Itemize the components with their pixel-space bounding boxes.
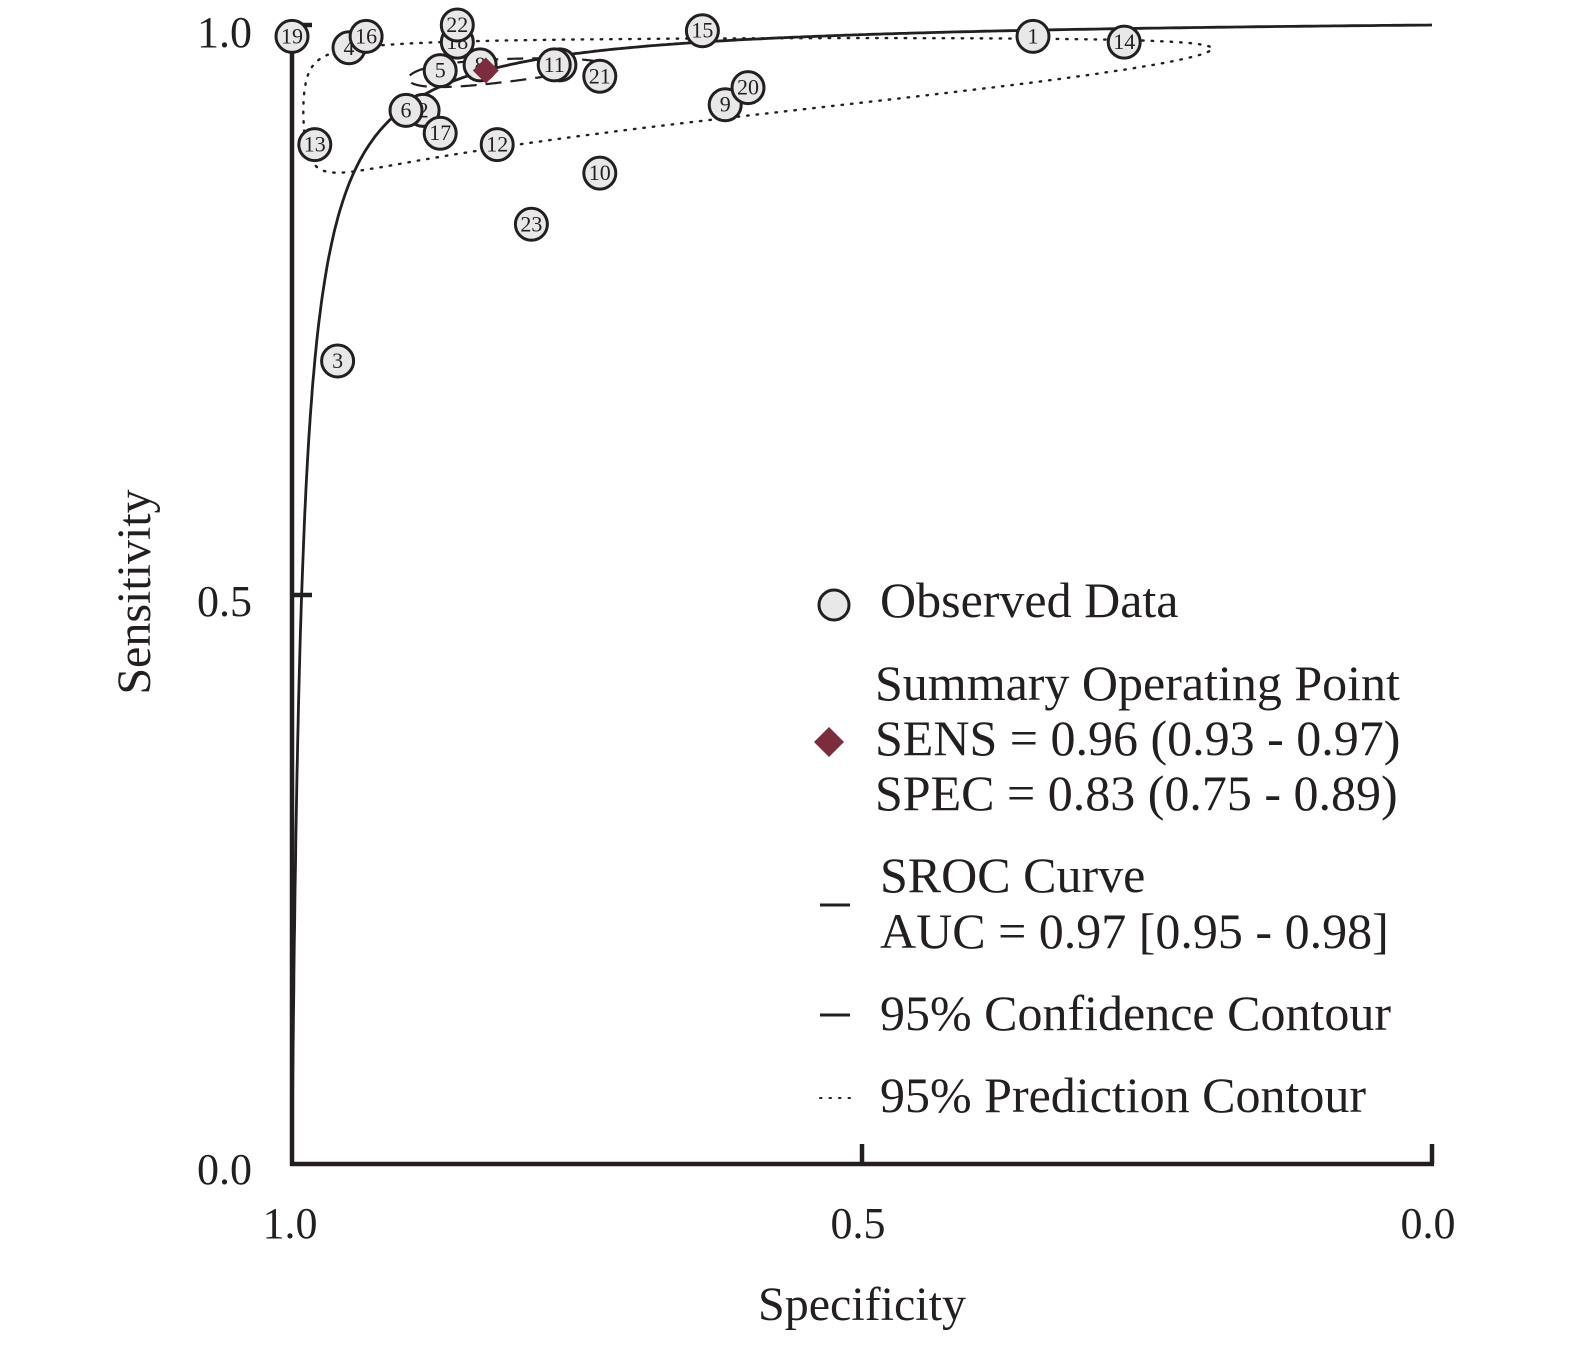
observed-point-6 [388, 92, 424, 128]
observed-point-label-3: 3 [332, 348, 343, 373]
legend-observed-symbol [817, 588, 851, 622]
legend-summary-spec: SPEC = 0.83 (0.75 - 0.89) [875, 765, 1398, 821]
observed-point-label-13: 13 [304, 132, 326, 157]
observed-point-label-6: 6 [401, 97, 412, 122]
legend-prediction-label: 95% Prediction Contour [880, 1067, 1366, 1123]
x-tick-label-0.0: 0.0 [1401, 1199, 1456, 1248]
observed-point-label-5: 5 [435, 58, 446, 83]
observed-point-label-23: 23 [520, 211, 542, 236]
observed-point-label-22: 22 [446, 12, 468, 37]
observed-point-22 [439, 7, 475, 43]
observed-point-label-9: 9 [720, 92, 731, 117]
observed-point-21 [582, 58, 618, 94]
observed-points: 1234567891011121314151617181920212223 [274, 7, 1142, 379]
observed-point-14 [1106, 24, 1142, 60]
legend-summary-title: Summary Operating Point [875, 655, 1400, 711]
observed-point-label-4: 4 [344, 35, 355, 60]
legend-sroc-title: SROC Curve [880, 847, 1145, 903]
contours-layer [302, 36, 1213, 174]
legend-summary-symbol [814, 727, 844, 757]
observed-point-label-19: 19 [281, 23, 303, 48]
observed-point-1 [1015, 18, 1051, 54]
confidence-contour [407, 57, 601, 89]
summary-operating-point-marker [472, 57, 499, 84]
observed-point-12 [479, 127, 515, 163]
observed-point-13 [297, 127, 333, 163]
legend-observed-label: Observed Data [880, 572, 1179, 628]
observed-point-15 [684, 13, 720, 49]
legend-confidence-label: 95% Confidence Contour [880, 985, 1391, 1041]
observed-point-label-1: 1 [1028, 23, 1039, 48]
observed-point-label-11: 11 [544, 52, 565, 77]
observed-point-label-12: 12 [486, 132, 508, 157]
observed-point-label-16: 16 [355, 23, 377, 48]
y-tick-label-0.5: 0.5 [197, 577, 252, 626]
observed-point-label-21: 21 [589, 63, 611, 88]
y-axis-title: Sensitivity [108, 489, 161, 694]
legend-sroc-auc: AUC = 0.97 [0.95 - 0.98] [880, 903, 1389, 959]
axes: 1.0 0.5 0.0 1.0 0.5 0.0 Specificity Sens… [108, 8, 1456, 1331]
x-axis-title: Specificity [758, 1278, 966, 1331]
observed-point-10 [582, 155, 618, 191]
x-tick-label-1.0: 1.0 [263, 1199, 318, 1248]
observed-point-label-20: 20 [737, 75, 759, 100]
observed-point-23 [513, 206, 549, 242]
observed-point-label-17: 17 [429, 120, 451, 145]
observed-point-label-10: 10 [589, 160, 611, 185]
observed-point-3 [320, 343, 356, 379]
y-tick-label-0.0: 0.0 [197, 1145, 252, 1194]
observed-point-20 [730, 70, 766, 106]
legend: Observed Data Summary Operating Point SE… [814, 572, 1400, 1123]
observed-point-19 [274, 18, 310, 54]
observed-point-5 [422, 53, 458, 89]
observed-point-11 [536, 47, 572, 83]
observed-point-label-14: 14 [1113, 29, 1135, 54]
y-tick-label-1.0: 1.0 [197, 8, 252, 57]
observed-point-17 [422, 115, 458, 151]
observed-point-16 [348, 18, 384, 54]
x-tick-label-0.5: 0.5 [831, 1199, 886, 1248]
observed-point-label-15: 15 [691, 18, 713, 43]
legend-summary-sens: SENS = 0.96 (0.93 - 0.97) [875, 710, 1400, 766]
